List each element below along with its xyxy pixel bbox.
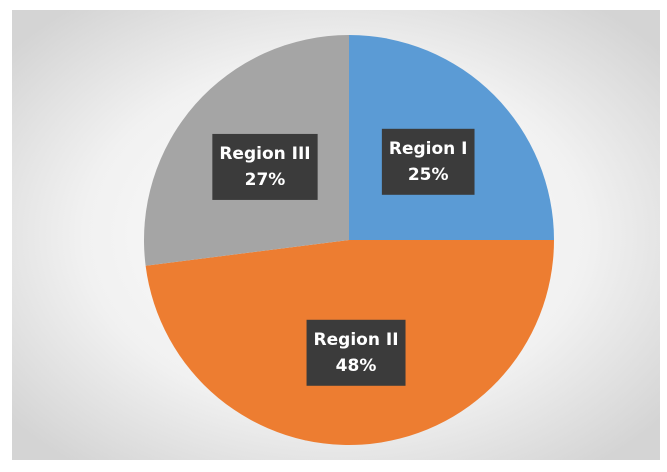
value-label: 48% — [336, 356, 377, 376]
data-label: Region I 25% — [381, 128, 475, 195]
category-label: Region II — [314, 330, 399, 350]
data-label: Region II 48% — [306, 319, 406, 386]
value-label: 25% — [408, 165, 449, 185]
data-label: Region III 27% — [212, 133, 318, 200]
data-label-box — [212, 133, 318, 200]
data-label-box — [306, 319, 406, 386]
value-label: 27% — [245, 170, 286, 190]
data-label-box — [381, 128, 475, 195]
category-label: Region III — [219, 144, 310, 164]
category-label: Region I — [389, 139, 468, 159]
